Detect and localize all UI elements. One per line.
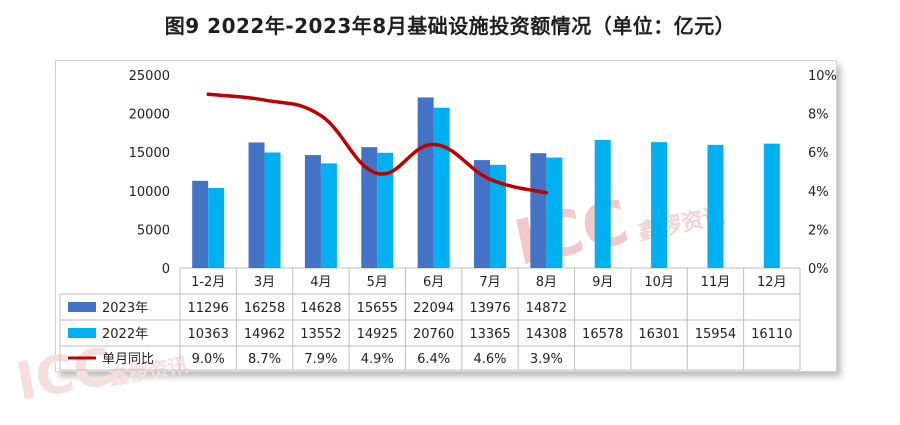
bar-2022 bbox=[763, 143, 780, 268]
data-label: 14872 bbox=[526, 301, 567, 316]
x-tick-label: 12月 bbox=[757, 275, 787, 290]
x-tick-label: 6月 bbox=[423, 275, 444, 290]
y-left-tick-label: 5000 bbox=[137, 223, 170, 238]
bar-2022 bbox=[490, 164, 506, 268]
y-left-tick-label: 25000 bbox=[129, 69, 170, 84]
bar-2022 bbox=[433, 107, 450, 268]
data-label: 9.0% bbox=[192, 352, 225, 367]
bar-2023 bbox=[248, 142, 265, 268]
bar-2022 bbox=[320, 163, 337, 268]
bar-2023 bbox=[474, 160, 490, 268]
data-label: 10363 bbox=[188, 327, 229, 342]
watermark-logo: ICC bbox=[508, 185, 635, 280]
x-tick-label: 5月 bbox=[367, 275, 388, 290]
bar-2023 bbox=[530, 153, 547, 268]
bar-2022 bbox=[594, 140, 611, 268]
legend-label: 单月同比 bbox=[102, 352, 154, 367]
data-label: 14962 bbox=[244, 327, 285, 342]
bar-2022 bbox=[377, 152, 394, 268]
y-right-tick-label: 8% bbox=[808, 108, 829, 123]
data-label: 7.9% bbox=[304, 352, 337, 367]
legend-swatch-2022 bbox=[68, 328, 96, 338]
data-label: 14308 bbox=[526, 327, 567, 342]
x-tick-label: 7月 bbox=[479, 275, 500, 290]
bar-2023 bbox=[192, 180, 209, 268]
x-tick-label: 3月 bbox=[254, 275, 275, 290]
data-label: 13976 bbox=[469, 301, 510, 316]
bar-2023 bbox=[417, 97, 434, 268]
x-tick-label: 10月 bbox=[644, 275, 674, 290]
data-label: 13365 bbox=[469, 327, 510, 342]
data-label: 15954 bbox=[695, 327, 736, 342]
yoy-line bbox=[206, 92, 549, 195]
y-left-tick-label: 15000 bbox=[129, 146, 170, 161]
bar-2023 bbox=[361, 147, 378, 268]
bar-2022 bbox=[208, 187, 225, 268]
y-right-tick-label: 4% bbox=[808, 185, 829, 200]
data-label: 4.9% bbox=[361, 352, 394, 367]
data-label: 8.7% bbox=[248, 352, 281, 367]
data-label: 14925 bbox=[357, 327, 398, 342]
bar-2023 bbox=[304, 155, 321, 268]
x-tick-label: 8月 bbox=[536, 275, 557, 290]
x-tick-label: 9月 bbox=[592, 275, 613, 290]
x-tick-label: 4月 bbox=[310, 275, 331, 290]
data-label: 15655 bbox=[357, 301, 398, 316]
y-left-tick-label: 0 bbox=[162, 262, 170, 277]
legend-swatch-2023 bbox=[68, 302, 96, 312]
x-tick-label: 11月 bbox=[701, 275, 731, 290]
data-label: 3.9% bbox=[530, 352, 563, 367]
legend-label: 2023年 bbox=[102, 301, 148, 316]
watermark-logo-2: ICC bbox=[12, 337, 117, 413]
y-left-tick-label: 10000 bbox=[129, 185, 170, 200]
chart-title: 图9 2022年-2023年8月基础设施投资额情况（单位：亿元） bbox=[164, 14, 736, 38]
data-label: 4.6% bbox=[473, 352, 506, 367]
data-label: 16578 bbox=[582, 327, 623, 342]
data-label: 6.4% bbox=[417, 352, 450, 367]
y-right-tick-label: 0% bbox=[808, 262, 829, 277]
y-right-tick-label: 6% bbox=[808, 146, 829, 161]
y-right-tick-label: 2% bbox=[808, 223, 829, 238]
data-label: 16301 bbox=[638, 327, 679, 342]
data-label: 11296 bbox=[188, 301, 229, 316]
bar-2022 bbox=[264, 152, 281, 268]
y-right-tick-label: 10% bbox=[808, 69, 837, 84]
bar-2022 bbox=[651, 142, 668, 268]
data-label: 13552 bbox=[300, 327, 341, 342]
data-label: 14628 bbox=[300, 301, 341, 316]
bar-2022 bbox=[546, 157, 563, 268]
data-label: 16110 bbox=[751, 327, 792, 342]
x-tick-label: 1-2月 bbox=[191, 275, 225, 290]
bar-2022 bbox=[707, 144, 724, 268]
legend-label: 2022年 bbox=[102, 327, 148, 342]
y-left-tick-label: 20000 bbox=[129, 108, 170, 123]
data-label: 16258 bbox=[244, 301, 285, 316]
data-label: 20760 bbox=[413, 327, 454, 342]
data-label: 22094 bbox=[413, 301, 454, 316]
